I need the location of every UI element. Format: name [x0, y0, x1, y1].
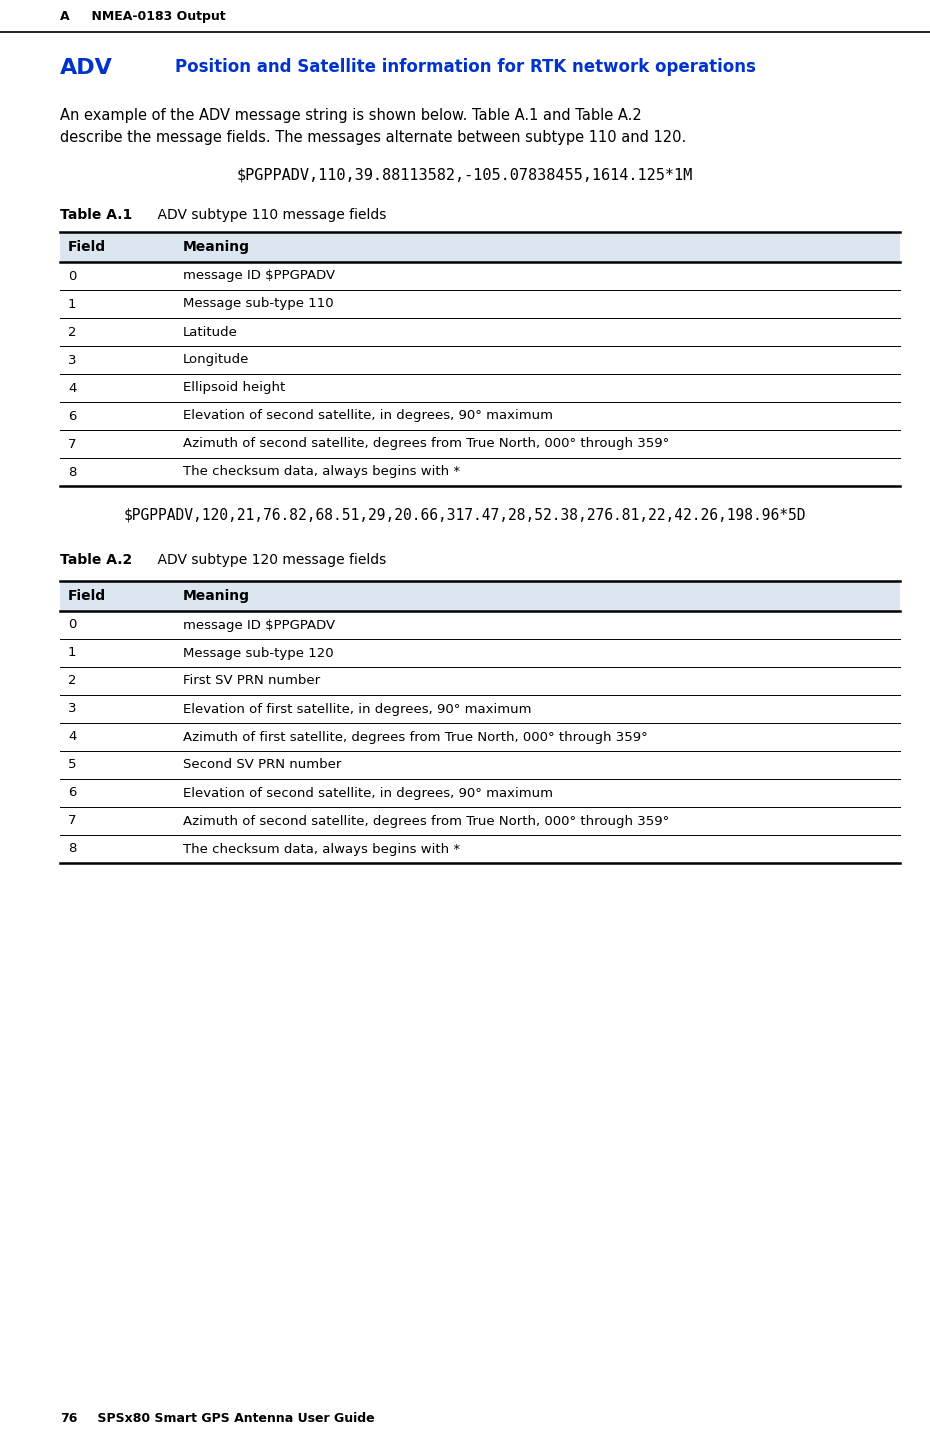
Text: The checksum data, always begins with *: The checksum data, always begins with *	[183, 466, 460, 479]
Text: 0: 0	[68, 269, 76, 283]
Text: 5: 5	[68, 758, 76, 772]
Text: ADV: ADV	[60, 59, 113, 79]
Bar	[60, 232, 900, 262]
Text: 4: 4	[68, 382, 76, 395]
Bar	[60, 581, 900, 611]
Text: Azimuth of second satellite, degrees from True North, 000° through 359°: Azimuth of second satellite, degrees fro…	[183, 438, 670, 450]
Text: First SV PRN number: First SV PRN number	[183, 675, 320, 688]
Text: 1: 1	[68, 297, 76, 310]
Text: NMEA-0183 Output: NMEA-0183 Output	[74, 10, 226, 23]
Text: Table A.2: Table A.2	[60, 553, 132, 568]
Text: Second SV PRN number: Second SV PRN number	[183, 758, 341, 772]
Text: Azimuth of second satellite, degrees from True North, 000° through 359°: Azimuth of second satellite, degrees fro…	[183, 815, 670, 828]
Text: Field: Field	[68, 240, 106, 255]
Text: 3: 3	[68, 353, 76, 366]
Text: Latitude: Latitude	[183, 326, 238, 339]
Text: 8: 8	[68, 842, 76, 855]
Text: Table A.1: Table A.1	[60, 207, 132, 222]
Text: Message sub-type 120: Message sub-type 120	[183, 646, 334, 659]
Text: 8: 8	[68, 466, 76, 479]
Text: Longitude: Longitude	[183, 353, 249, 366]
Text: $PGPPADV,120,21,76.82,68.51,29,20.66,317.47,28,52.38,276.81,22,42.26,198.96*5D: $PGPPADV,120,21,76.82,68.51,29,20.66,317…	[124, 508, 806, 523]
Text: 7: 7	[68, 815, 76, 828]
Text: Meaning: Meaning	[183, 240, 250, 255]
Text: Elevation of second satellite, in degrees, 90° maximum: Elevation of second satellite, in degree…	[183, 409, 553, 422]
Text: Meaning: Meaning	[183, 589, 250, 603]
Text: Ellipsoid height: Ellipsoid height	[183, 382, 286, 395]
Text: ADV subtype 110 message fields: ADV subtype 110 message fields	[140, 207, 386, 222]
Text: ADV subtype 120 message fields: ADV subtype 120 message fields	[140, 553, 386, 568]
Text: 3: 3	[68, 702, 76, 715]
Text: Elevation of first satellite, in degrees, 90° maximum: Elevation of first satellite, in degrees…	[183, 702, 532, 715]
Text: A: A	[60, 10, 70, 23]
Text: Azimuth of first satellite, degrees from True North, 000° through 359°: Azimuth of first satellite, degrees from…	[183, 731, 648, 744]
Text: 0: 0	[68, 619, 76, 632]
Text: $PGPPADV,110,39.88113582,-105.07838455,1614.125*1M: $PGPPADV,110,39.88113582,-105.07838455,1…	[237, 167, 693, 183]
Text: Field: Field	[68, 589, 106, 603]
Text: An example of the ADV message string is shown below. Table A.1 and Table A.2
des: An example of the ADV message string is …	[60, 109, 686, 144]
Text: 2: 2	[68, 675, 76, 688]
Text: SPSx80 Smart GPS Antenna User Guide: SPSx80 Smart GPS Antenna User Guide	[80, 1411, 375, 1426]
Text: 7: 7	[68, 438, 76, 450]
Text: 4: 4	[68, 731, 76, 744]
Text: Elevation of second satellite, in degrees, 90° maximum: Elevation of second satellite, in degree…	[183, 787, 553, 799]
Text: Position and Satellite information for RTK network operations: Position and Satellite information for R…	[175, 59, 756, 76]
Text: message ID $PPGPADV: message ID $PPGPADV	[183, 269, 335, 283]
Text: The checksum data, always begins with *: The checksum data, always begins with *	[183, 842, 460, 855]
Text: message ID $PPGPADV: message ID $PPGPADV	[183, 619, 335, 632]
Text: 1: 1	[68, 646, 76, 659]
Text: 76: 76	[60, 1411, 77, 1426]
Text: Message sub-type 110: Message sub-type 110	[183, 297, 334, 310]
Text: 2: 2	[68, 326, 76, 339]
Text: 6: 6	[68, 787, 76, 799]
Text: 6: 6	[68, 409, 76, 422]
